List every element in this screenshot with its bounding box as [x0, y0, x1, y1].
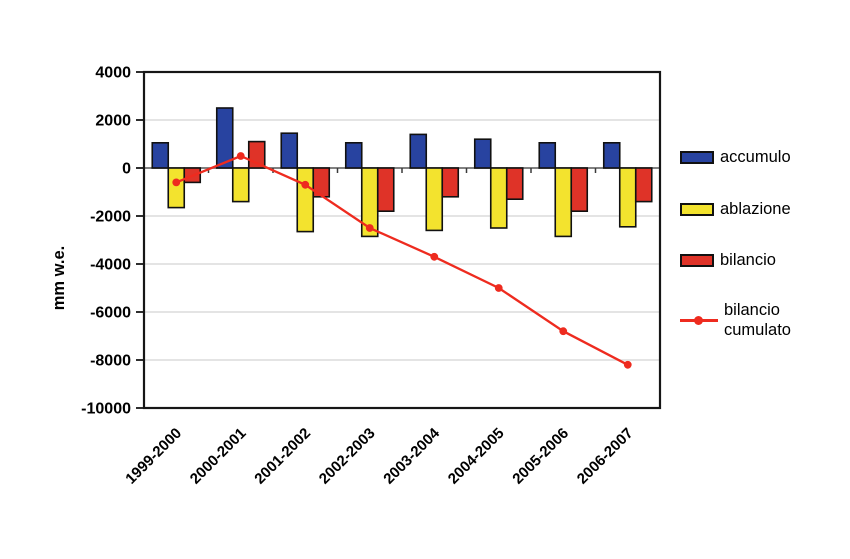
- bar-bilancio-2003-2004: [441, 167, 460, 198]
- x-tick-label: 2006-2007: [574, 425, 637, 488]
- y-tick-label: -6000: [90, 305, 131, 322]
- ablazione-swatch-icon: [680, 202, 714, 216]
- y-tick-label: -8000: [90, 353, 131, 370]
- bar-bilancio-2004-2005: [505, 167, 524, 201]
- bilancio-cumulato-line-icon: [680, 315, 718, 325]
- legend-item-ablazione: ablazione: [680, 199, 791, 219]
- bar-ablazione-1999-2000: [167, 167, 186, 209]
- y-tick-label: -4000: [90, 257, 131, 274]
- y-axis-title: mm w.e.: [50, 246, 68, 311]
- y-tick-label: 2000: [95, 113, 131, 130]
- x-tick-label: 2004-2005: [445, 425, 508, 488]
- bar-ablazione-2005-2006: [554, 167, 573, 238]
- bar-bilancio-2006-2007: [634, 167, 653, 203]
- cumulato-point-2004-2005: [494, 284, 503, 292]
- cumulato-line: [175, 154, 629, 366]
- y-tick-label: -10000: [81, 401, 131, 418]
- accumulo-swatch-icon: [680, 150, 714, 164]
- bar-ablazione-2006-2007: [618, 167, 637, 228]
- bar-accumulo-2003-2004: [409, 133, 428, 169]
- legend-label-bilancio: bilancio: [720, 251, 776, 269]
- bilancio-swatch-icon: [680, 253, 714, 267]
- bar-ablazione-2001-2002: [296, 167, 315, 233]
- legend-item-bilancio: bilancio: [680, 250, 776, 270]
- bar-accumulo-2006-2007: [602, 142, 621, 169]
- cumulato-point-2003-2004: [430, 252, 439, 261]
- x-tick-label: 1999-2000: [122, 425, 185, 488]
- bar-ablazione-2000-2001: [231, 167, 250, 203]
- legend-item-bilancio-cumulato: bilancio cumulato: [680, 300, 810, 340]
- y-tick-label: 0: [122, 161, 131, 178]
- bar-accumulo-2001-2002: [280, 132, 299, 169]
- x-tick-label: 2001-2002: [251, 425, 314, 488]
- bar-accumulo-1999-2000: [151, 142, 170, 169]
- bar-ablazione-2004-2005: [489, 167, 508, 229]
- bar-accumulo-2004-2005: [473, 138, 492, 169]
- bar-accumulo-2005-2006: [538, 142, 557, 169]
- legend-label-bilancio-cumulato: bilancio cumulato: [724, 301, 791, 339]
- bar-accumulo-2002-2003: [344, 142, 363, 169]
- y-tick-label: -2000: [90, 209, 131, 226]
- plot-frame: [142, 70, 662, 410]
- cumulato-point-2002-2003: [365, 224, 374, 232]
- legend-item-accumulo: accumulo: [680, 147, 791, 167]
- x-tick-label: 2003-2004: [380, 424, 443, 487]
- x-tick-label: 2002-2003: [316, 425, 379, 488]
- cumulato-point-2001-2002: [301, 180, 310, 189]
- bar-bilancio-2005-2006: [570, 167, 589, 213]
- cumulato-point-2000-2001: [236, 152, 245, 160]
- cumulato-point-2005-2006: [559, 327, 568, 336]
- legend-label-ablazione: ablazione: [720, 200, 791, 218]
- bar-ablazione-2003-2004: [425, 167, 444, 232]
- line-marker-dot-icon: [694, 315, 703, 325]
- legend-label-accumulo: accumulo: [720, 148, 791, 166]
- cumulato-point-2006-2007: [623, 360, 632, 369]
- x-tick-label: 2005-2006: [509, 425, 572, 488]
- y-tick-label: 4000: [95, 65, 131, 82]
- bar-bilancio-2002-2003: [376, 167, 395, 213]
- bar-accumulo-2000-2001: [215, 107, 234, 169]
- cumulato-point-1999-2000: [172, 178, 181, 187]
- x-tick-label: 2000-2001: [187, 425, 250, 488]
